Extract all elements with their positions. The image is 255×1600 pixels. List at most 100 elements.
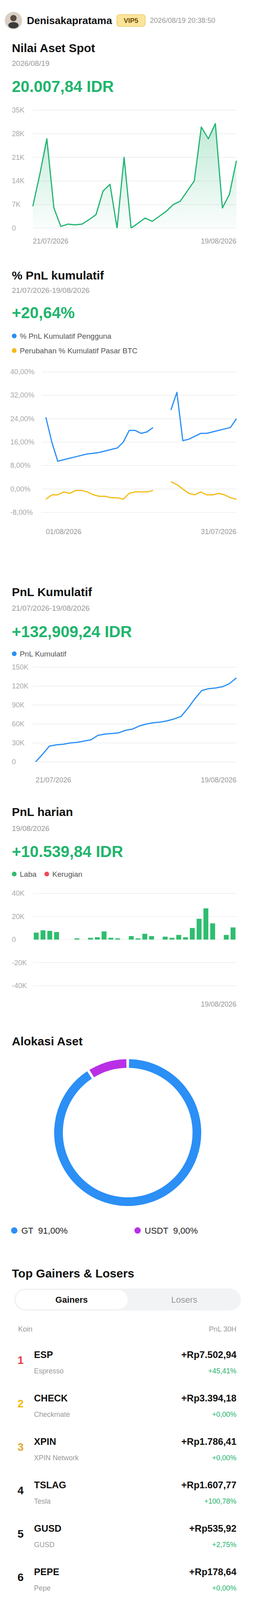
bar: [54, 933, 59, 941]
coin-symbol: XPIN: [34, 1438, 57, 1449]
legend-swatch: [11, 334, 17, 339]
plot-area: [45, 392, 237, 501]
x-tick-label: 21/07/2026: [35, 777, 72, 786]
legend-label: USDT: [144, 1227, 169, 1238]
donut-slice: [58, 1065, 197, 1204]
x-tick-label: 31/07/2026: [200, 528, 237, 537]
data-line: [32, 123, 237, 229]
x-tick-label: 19/08/2026: [200, 237, 237, 246]
x-tick-label: 21/07/2026: [32, 237, 69, 246]
bar: [210, 924, 216, 941]
chart-title: PnL Kumulatif: [11, 586, 93, 600]
coin-change: +0,00%: [211, 1412, 237, 1421]
grid-line: [32, 986, 237, 988]
bar: [101, 933, 107, 941]
coin-pnl: +Rp535,92: [189, 1525, 237, 1536]
y-tick-label: 40K: [11, 890, 25, 899]
bar: [155, 940, 161, 942]
bar: [67, 940, 73, 942]
bar: [81, 940, 87, 942]
data-line: [35, 678, 237, 764]
grid-line: [32, 762, 237, 764]
rank: 2: [17, 1399, 24, 1412]
coin-symbol: ESP: [34, 1351, 53, 1362]
coin-change: +0,00%: [211, 1456, 237, 1464]
bar: [162, 938, 168, 941]
chart-title: PnL harian: [11, 806, 73, 820]
coin-name: Checkmate: [34, 1412, 70, 1421]
bar: [108, 940, 114, 942]
y-tick-label: 8,00%: [10, 462, 31, 471]
bar: [230, 940, 236, 942]
y-tick-label: 28K: [11, 130, 25, 138]
y-tick-label: 14K: [11, 177, 25, 186]
y-tick-label: 16,00%: [10, 438, 35, 447]
bar: [189, 929, 195, 941]
username: Denisakapratama: [26, 14, 113, 27]
area-fill: [32, 123, 237, 229]
legend-swatch: [11, 872, 17, 878]
avatar: [4, 11, 23, 30]
data-line: [45, 482, 237, 501]
bar: [149, 937, 154, 941]
y-tick-label: 60K: [11, 721, 25, 730]
bar: [128, 940, 134, 942]
legend-label: % PnL Kumulatif Pengguna: [19, 332, 112, 341]
legend-label: GT: [21, 1227, 34, 1238]
bar: [183, 938, 188, 941]
rank: 4: [17, 1486, 24, 1499]
rank: 3: [17, 1443, 24, 1456]
grid-line: [41, 395, 237, 397]
grid-line: [32, 743, 237, 745]
tab-active[interactable]: [15, 1292, 128, 1311]
bar: [203, 909, 209, 941]
bar: [88, 939, 93, 941]
bar: [60, 940, 66, 942]
grid-line: [32, 109, 237, 111]
chart-headline: 20.007,84 IDR: [11, 77, 114, 96]
coin-change: +0,00%: [211, 1586, 237, 1595]
avatar-head: [10, 15, 17, 22]
coin-pnl: +Rp1.786,41: [181, 1438, 237, 1449]
chart-title: Alokasi Aset: [11, 1036, 83, 1050]
legend-value: 91,00%: [38, 1227, 68, 1238]
bar: [94, 938, 100, 941]
coin-pnl: +Rp1.607,77: [181, 1481, 237, 1493]
chart-headline: +10.539,84 IDR: [11, 844, 123, 862]
badge-text: VIP5: [123, 17, 139, 25]
coin-symbol: CHECK: [34, 1394, 68, 1406]
bar: [74, 939, 80, 941]
bar: [47, 940, 53, 942]
tab-label[interactable]: Losers: [171, 1296, 198, 1307]
y-tick-label: 0: [11, 936, 16, 945]
bar: [169, 939, 175, 941]
x-tick-label: 01/08/2026: [45, 528, 82, 537]
bar: [155, 940, 161, 942]
bar: [142, 940, 148, 942]
chart-title: Nilai Aset Spot: [11, 41, 96, 55]
y-tick-label: 0: [11, 759, 16, 767]
chart-title: % PnL kumulatif: [11, 269, 105, 283]
legend-value: 9,00%: [173, 1227, 198, 1238]
bar: [81, 940, 87, 942]
bar: [183, 940, 188, 942]
donut-slice: [91, 1065, 127, 1075]
bar: [230, 928, 236, 941]
x-tick-label: 19/08/2026: [200, 1001, 237, 1010]
grid-line: [32, 724, 237, 726]
legend-swatch: [11, 348, 17, 354]
legend-swatch: [11, 652, 17, 658]
bar: [115, 940, 120, 942]
bar: [67, 940, 73, 942]
rank: 1: [17, 1356, 24, 1369]
grid-line: [32, 667, 237, 669]
grid-line: [32, 894, 237, 896]
grid-line: [32, 963, 237, 965]
bar: [142, 935, 148, 941]
coin-name: Espresso: [34, 1369, 64, 1377]
bar: [128, 937, 134, 941]
bar: [101, 940, 107, 942]
bar: [176, 940, 182, 942]
coin-change: +45,41%: [207, 1369, 237, 1377]
bar: [223, 940, 229, 942]
